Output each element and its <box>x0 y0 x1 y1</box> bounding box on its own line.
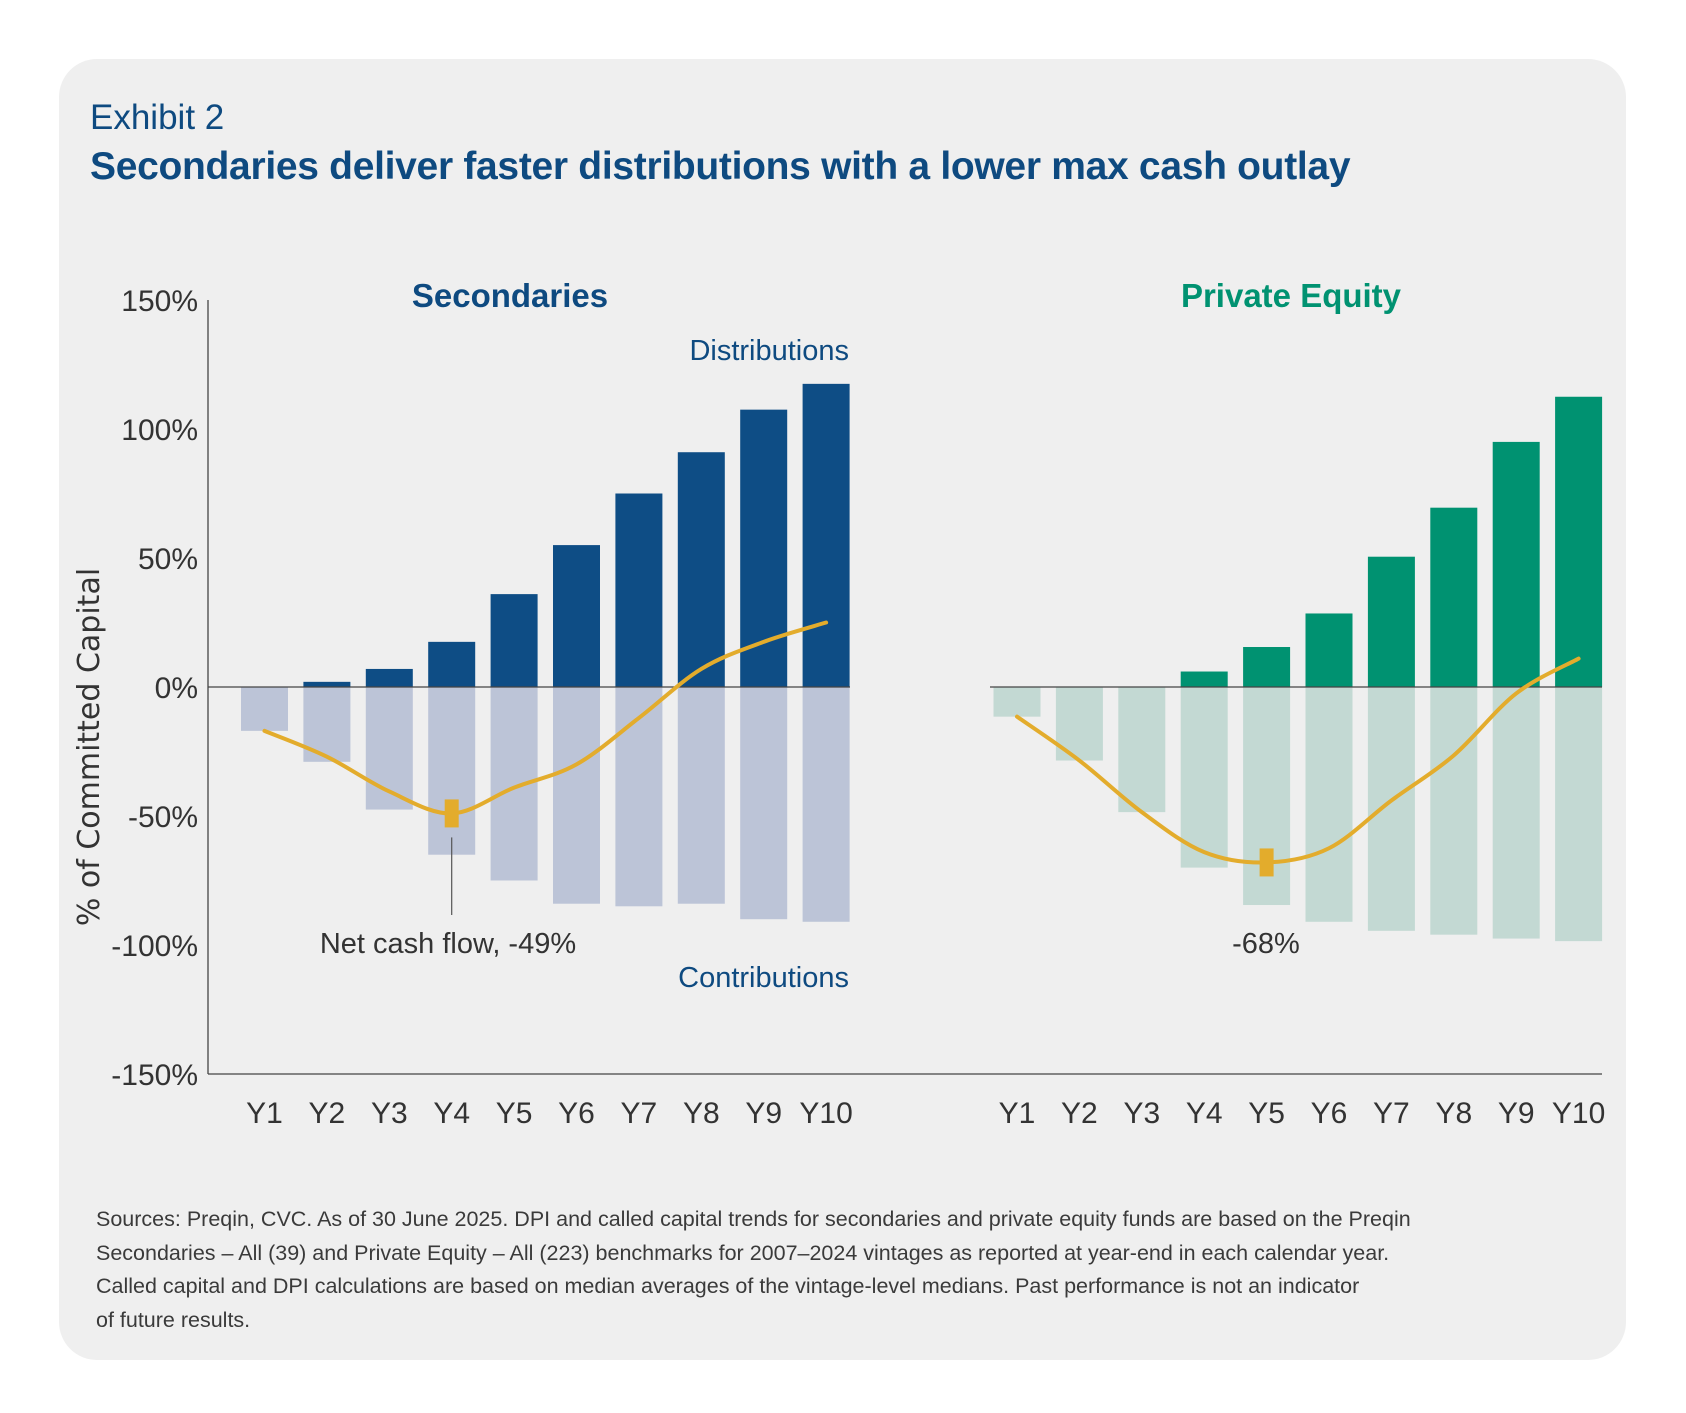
x-tick-label-secondaries: Y2 <box>309 1097 346 1130</box>
distribution-bar-secondaries <box>553 545 600 687</box>
contribution-bar-secondaries <box>241 687 288 731</box>
panel-title-secondaries: Secondaries <box>412 277 608 314</box>
x-tick-label-pe: Y5 <box>1248 1097 1285 1130</box>
min-marker-pe <box>1259 848 1274 877</box>
contribution-bar-pe <box>993 687 1041 717</box>
distribution-bar-secondaries <box>490 594 538 687</box>
x-tick-label-pe: Y9 <box>1498 1097 1535 1130</box>
y-tick-label: 150% <box>121 285 198 318</box>
x-tick-label-secondaries: Y5 <box>496 1097 533 1130</box>
annotation-net-cash-flow-pe: -68% <box>1232 928 1300 960</box>
footnote: Sources: Preqin, CVC. As of 30 June 2025… <box>96 1203 1616 1337</box>
distribution-bar-secondaries <box>740 409 788 687</box>
lines-layer <box>262 620 1581 915</box>
y-tick-label: -100% <box>111 930 198 963</box>
x-tick-label-pe: Y2 <box>1061 1097 1098 1130</box>
footnote-line: of future results. <box>96 1307 251 1332</box>
min-marker-secondaries <box>444 799 459 828</box>
distribution-bar-secondaries <box>428 641 476 687</box>
distribution-bar-pe <box>1243 647 1291 687</box>
contribution-bar-secondaries <box>615 687 663 907</box>
x-tick-label-secondaries: Y6 <box>558 1097 595 1130</box>
exhibit-label: Exhibit 2 <box>90 98 225 137</box>
contribution-bar-secondaries <box>740 687 788 920</box>
distribution-bar-pe <box>1430 507 1478 687</box>
y-tick-label: 100% <box>121 414 198 447</box>
annotation-contributions: Contributions <box>678 962 849 994</box>
y-tick-label: -150% <box>111 1059 198 1092</box>
x-tick-label-secondaries: Y3 <box>371 1097 408 1130</box>
contribution-bar-secondaries <box>428 687 476 855</box>
net-cash-flow-line-pe <box>1015 656 1581 865</box>
x-tick-label-pe: Y4 <box>1186 1097 1223 1130</box>
distribution-bar-secondaries <box>303 681 351 687</box>
x-tick-label-pe: Y8 <box>1435 1097 1472 1130</box>
distribution-bar-pe <box>1492 441 1540 687</box>
axes-layer <box>207 300 1602 1075</box>
x-tick-label-pe: Y6 <box>1311 1097 1348 1130</box>
x-tick-label-secondaries: Y10 <box>799 1097 852 1130</box>
annotation-net-cash-flow-secondaries: Net cash flow, -49% <box>320 928 576 960</box>
contribution-bar-pe <box>1367 687 1415 931</box>
contribution-bar-secondaries <box>802 687 850 922</box>
distribution-bar-secondaries <box>615 493 663 687</box>
contribution-bar-secondaries <box>677 687 725 904</box>
footnote-line: Secondaries – All (39) and Private Equit… <box>96 1240 1390 1265</box>
distribution-bar-pe <box>1305 613 1353 687</box>
distribution-bar-pe <box>1367 556 1415 687</box>
contribution-bar-pe <box>1118 687 1166 813</box>
chart-title: Secondaries deliver faster distributions… <box>90 145 1351 188</box>
x-tick-label-secondaries: Y4 <box>433 1097 470 1130</box>
distribution-bar-pe <box>1180 671 1228 687</box>
x-tick-label-pe: Y7 <box>1373 1097 1410 1130</box>
y-tick-label: 0% <box>155 672 198 705</box>
contribution-bar-pe <box>1305 687 1353 922</box>
bars-layer <box>241 383 1603 942</box>
x-tick-label-secondaries: Y7 <box>621 1097 658 1130</box>
annotation-distributions: Distributions <box>689 335 849 367</box>
contribution-bar-secondaries <box>553 687 600 904</box>
x-tick-label-pe: Y3 <box>1123 1097 1160 1130</box>
y-axis-label: % of Committed Capital <box>72 568 107 926</box>
contribution-bar-pe <box>1430 687 1478 935</box>
distribution-bar-pe <box>1555 396 1603 687</box>
footnote-line: Sources: Preqin, CVC. As of 30 June 2025… <box>96 1207 1411 1231</box>
contribution-bar-secondaries <box>365 687 413 810</box>
x-tick-label-pe: Y10 <box>1552 1097 1605 1130</box>
x-tick-label-secondaries: Y9 <box>745 1097 782 1130</box>
x-tick-label-secondaries: Y1 <box>246 1097 283 1130</box>
contribution-bar-pe <box>1180 687 1228 868</box>
y-tick-label: 50% <box>138 543 198 576</box>
footnote-line: Called capital and DPI calculations are … <box>96 1274 1360 1298</box>
distribution-bar-secondaries <box>365 668 413 687</box>
distribution-bar-secondaries <box>677 452 725 687</box>
net-cash-flow-line-secondaries <box>262 620 829 816</box>
x-tick-label-pe: Y1 <box>999 1097 1036 1130</box>
x-tick-label-secondaries: Y8 <box>683 1097 720 1130</box>
distribution-bar-secondaries <box>802 383 850 687</box>
contribution-bar-pe <box>1555 687 1603 942</box>
contribution-bar-pe <box>1492 687 1540 939</box>
text-layer: % of Committed Capital Secondaries Priva… <box>72 277 1605 1130</box>
y-tick-label: -50% <box>128 801 198 834</box>
panel-title-private-equity: Private Equity <box>1181 277 1402 314</box>
